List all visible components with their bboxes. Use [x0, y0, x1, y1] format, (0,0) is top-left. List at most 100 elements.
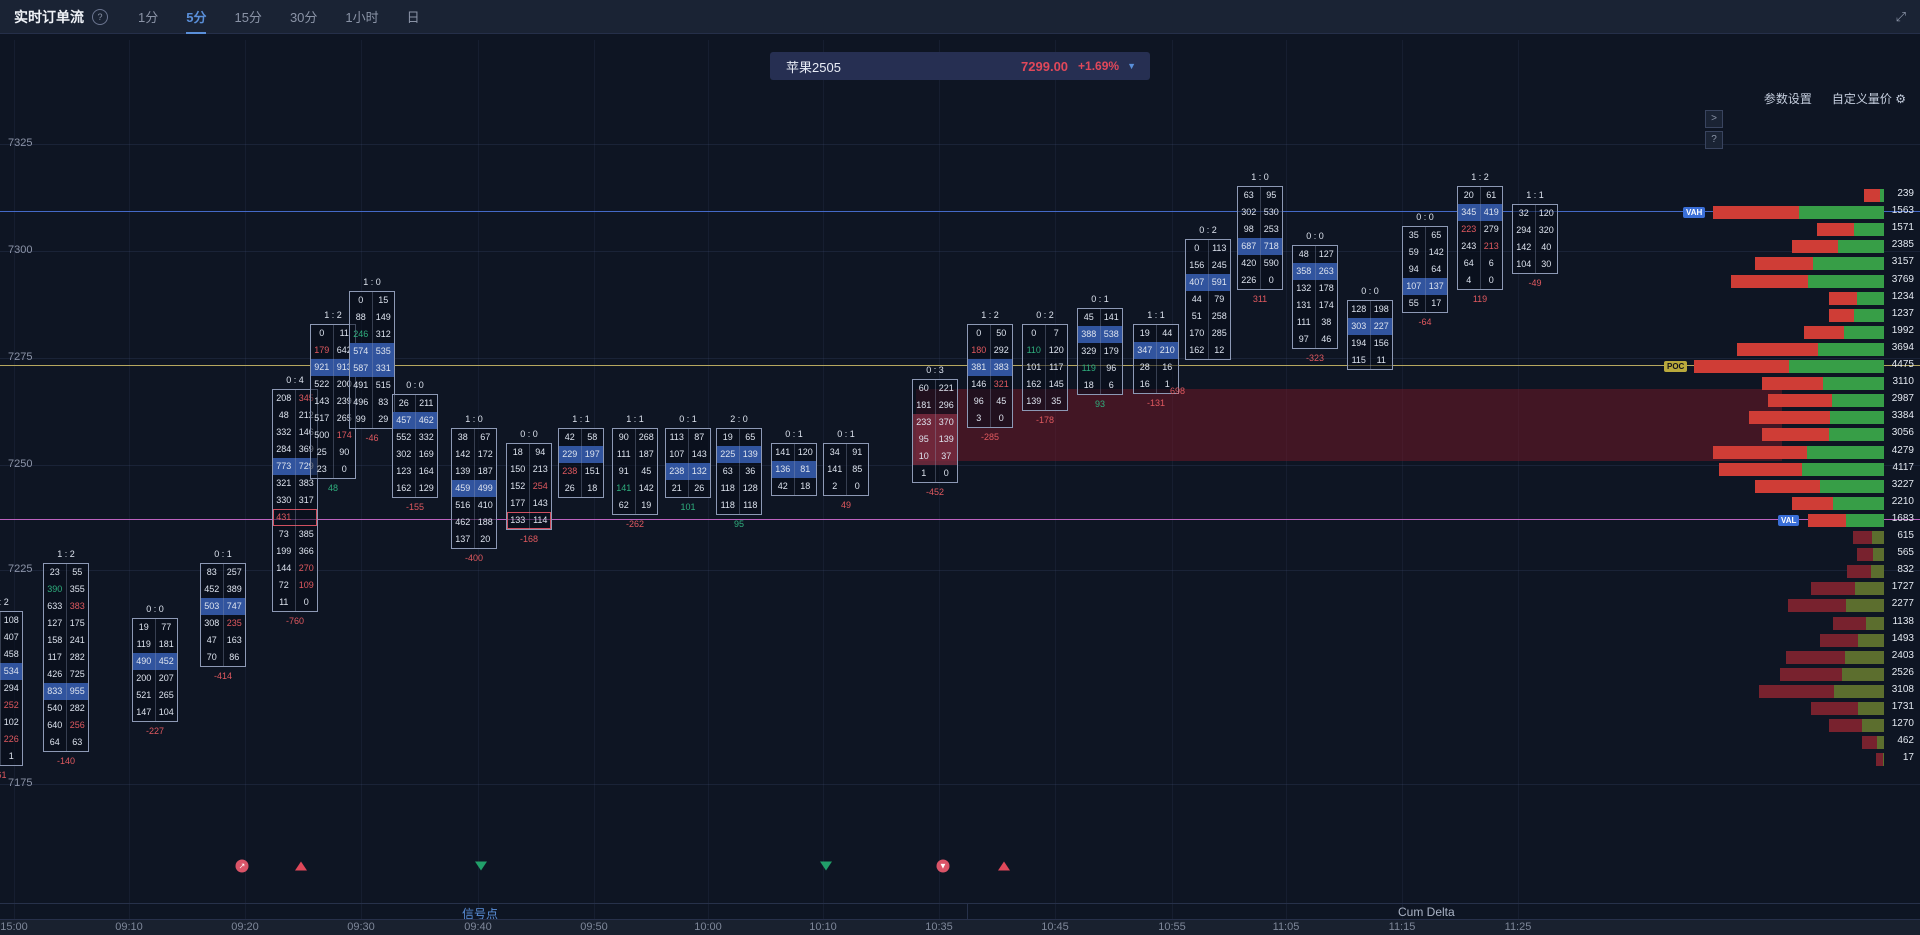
chevron-down-icon: ▼	[1127, 61, 1136, 71]
cluster-delta: 119	[1472, 294, 1488, 304]
timeframe-tab-30分[interactable]: 30分	[289, 10, 318, 25]
cluster-imbalance-header: 0 : 1	[837, 429, 855, 439]
volume-profile-bar	[1862, 736, 1884, 750]
cluster-imbalance-header: 1 : 2	[1471, 172, 1489, 182]
bid-ask-row: 111 38	[1293, 314, 1337, 331]
volume-profile-bar	[1768, 394, 1884, 408]
time-axis[interactable]: 15:00 09:10 09:20 09:30 09:40 09:50 10:00 10:10…	[0, 919, 1920, 935]
bid-ask-row: 238 151	[559, 463, 603, 480]
bid-ask-row: 141 142	[613, 480, 657, 497]
cluster-delta: -178	[1035, 415, 1054, 425]
cluster-delta: -64	[1418, 317, 1432, 327]
time-axis-label: 11:05	[1272, 921, 1300, 933]
timeframe-tab-日[interactable]: 日	[406, 10, 420, 25]
volume-profile-value: 3110	[1892, 376, 1914, 388]
signal-point-label[interactable]: 信号点	[462, 907, 499, 921]
horizontal-gridline	[0, 784, 1920, 785]
volume-profile-value: 17	[1902, 752, 1914, 764]
volume-profile-value: 1493	[1891, 632, 1914, 644]
chart-side-buttons: > ?	[1705, 110, 1723, 149]
bid-ask-row: 243 213	[1458, 238, 1502, 255]
bid-ask-row: 199 366	[273, 543, 317, 560]
vertical-gridline	[1172, 40, 1173, 919]
cluster-delta: -49	[1528, 278, 1542, 288]
bid-ask-row: 347 210	[1134, 342, 1178, 359]
custom-volume-price-button[interactable]: 自定义量价 ⚙	[1831, 92, 1906, 106]
fullscreen-icon[interactable]: ⤢	[1895, 8, 1906, 24]
bid-ask-row: 420 590	[1238, 255, 1282, 272]
footprint-cluster: 1 : 1 19 44 347 210 28 16 16 1 -131	[1133, 310, 1179, 408]
vertical-gridline	[14, 40, 15, 919]
bid-ask-row: 225 139	[717, 446, 761, 463]
volume-profile-value: 3056	[1891, 427, 1914, 439]
footprint-cluster: 0 : 0 48 127 358 263 132 178 131 174 111 38 97 46 -32…	[1292, 231, 1338, 363]
bid-ask-row: 115 11	[1348, 352, 1392, 369]
bid-ask-row: 142 40	[1513, 239, 1557, 256]
cluster-imbalance-header: 0 : 1	[1091, 294, 1109, 304]
bid-ask-row: 139 187	[452, 463, 496, 480]
bid-ask-row: 131 174	[1293, 297, 1337, 314]
bid-ask-row: 38 67	[452, 429, 496, 446]
bid-ask-row: 42 58	[559, 429, 603, 446]
signal-marker-circle: ▼	[936, 859, 950, 873]
volume-profile-bar	[1759, 684, 1884, 698]
collapse-panel-button[interactable]: >	[1705, 110, 1723, 128]
bid-ask-row: 26 211	[393, 395, 437, 412]
bid-ask-row: 462 188	[452, 514, 496, 531]
volume-profile-value: 3769	[1891, 273, 1914, 285]
bid-ask-row: 358 263	[1293, 263, 1337, 280]
cluster-delta: -131	[1146, 398, 1165, 408]
bid-ask-row: 128 198	[1348, 301, 1392, 318]
bid-ask-row: 147 104	[133, 704, 177, 721]
signal-marker-circle: ↗	[235, 859, 249, 873]
cluster-delta: -227	[145, 726, 164, 736]
bid-ask-row: 177 143	[507, 495, 551, 512]
bid-ask-row: 170 285	[1186, 325, 1230, 342]
chart-help-button[interactable]: ?	[1705, 131, 1723, 149]
volume-profile-value: 3694	[1891, 341, 1914, 353]
bid-ask-row: 246 312	[350, 326, 394, 343]
bid-ask-row: 294	[0, 680, 22, 697]
volume-profile-value: 1992	[1891, 324, 1914, 336]
timeframe-tab-15分[interactable]: 15分	[234, 10, 262, 25]
footprint-cluster: 1 : 2 0 11 179 642 921 913 522 200 143 239 517 265 50…	[310, 310, 356, 493]
bid-ask-row: 233 370	[913, 414, 957, 431]
help-icon[interactable]: ?	[92, 8, 108, 25]
bid-ask-row: 457 462	[393, 412, 437, 429]
bid-ask-row: 62 19	[613, 497, 657, 514]
volume-profile-bar	[1829, 308, 1884, 322]
bid-ask-row: 23 0	[311, 461, 355, 478]
volume-profile-value: 4279	[1891, 444, 1914, 456]
vertical-gridline	[129, 40, 130, 919]
timeframe-tab-5分[interactable]: 5分	[186, 0, 207, 34]
bid-ask-row: 181 296	[913, 397, 957, 414]
bid-ask-row: 113 87	[666, 429, 710, 446]
bid-ask-row: 18 6	[1078, 377, 1122, 394]
bid-ask-row: 552 332	[393, 429, 437, 446]
bid-ask-row: 73 385	[273, 526, 317, 543]
bid-ask-row: 491 515	[350, 377, 394, 394]
price-axis-label: 7275	[8, 351, 33, 363]
bid-ask-row: 921 913	[311, 359, 355, 376]
footprint-cluster: 0 : 1 34 91 141 85 2 0 49	[823, 429, 869, 510]
timeframe-tab-1分[interactable]: 1分	[138, 10, 159, 25]
volume-profile-bar	[1786, 650, 1884, 664]
volume-profile-value: 2210	[1891, 495, 1914, 507]
volume-profile-bar	[1792, 240, 1884, 254]
time-axis-label: 09:30	[347, 921, 375, 933]
page-title: 实时订单流	[14, 8, 84, 25]
settings-button[interactable]: 参数设置	[1763, 92, 1812, 106]
cluster-delta: -46	[365, 433, 379, 443]
instrument-name: 苹果2505	[786, 59, 841, 75]
instrument-selector[interactable]: 苹果2505 7299.00 +1.69% ▼	[770, 52, 1150, 80]
timeframe-tab-1小时[interactable]: 1小时	[345, 10, 379, 25]
horizontal-gridline	[0, 465, 1920, 466]
bid-ask-row: 773 729	[273, 458, 317, 475]
horizontal-gridline	[0, 144, 1920, 145]
volume-profile-value: 3227	[1891, 478, 1914, 490]
volume-profile-value: 565	[1897, 547, 1914, 559]
cluster-imbalance-header: 0 : 1	[214, 549, 232, 559]
bid-ask-row: 238 132	[666, 463, 710, 480]
